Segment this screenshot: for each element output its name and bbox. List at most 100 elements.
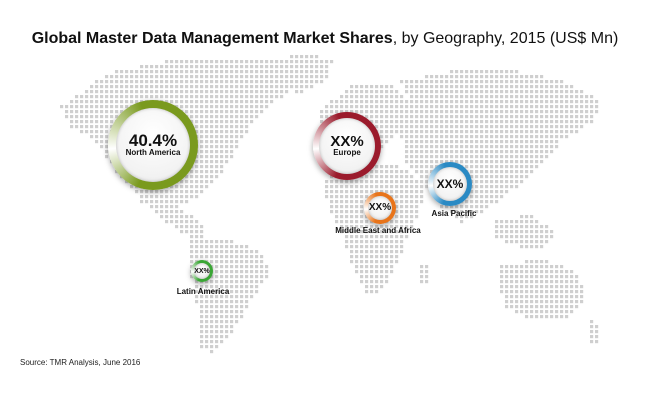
map-dot <box>110 90 114 94</box>
map-dot <box>215 315 219 319</box>
map-dot <box>355 225 359 229</box>
map-dot <box>205 60 209 64</box>
map-dot <box>220 140 224 144</box>
map-dot <box>175 215 179 219</box>
map-dot <box>135 70 139 74</box>
map-dot <box>460 130 464 134</box>
map-dot <box>470 130 474 134</box>
map-dot <box>355 180 359 184</box>
map-dot <box>530 165 534 169</box>
map-dot <box>385 120 389 124</box>
map-dot <box>270 70 274 74</box>
map-dot <box>435 140 439 144</box>
map-dot <box>220 240 224 244</box>
map-dot <box>95 110 99 114</box>
map-dot <box>535 300 539 304</box>
map-dot <box>490 150 494 154</box>
map-dot <box>535 235 539 239</box>
map-dot <box>425 265 429 269</box>
map-dot <box>270 95 274 99</box>
map-dot <box>210 130 214 134</box>
map-dot <box>320 60 324 64</box>
map-dot <box>430 165 434 169</box>
map-dot <box>520 225 524 229</box>
map-dot <box>515 230 519 234</box>
map-dot <box>540 235 544 239</box>
map-dot <box>445 205 449 209</box>
map-dot <box>80 110 84 114</box>
map-dot <box>105 80 109 84</box>
map-dot <box>365 175 369 179</box>
map-dot <box>225 275 229 279</box>
map-dot <box>485 95 489 99</box>
map-dot <box>345 215 349 219</box>
map-dot <box>385 140 389 144</box>
map-dot <box>95 90 99 94</box>
map-dot <box>495 220 499 224</box>
map-dot <box>470 75 474 79</box>
map-dot <box>560 270 564 274</box>
map-dot <box>240 125 244 129</box>
map-dot <box>525 260 529 264</box>
map-dot <box>365 190 369 194</box>
map-dot <box>180 70 184 74</box>
map-dot <box>500 230 504 234</box>
map-dot <box>495 110 499 114</box>
map-dot <box>230 115 234 119</box>
map-dot <box>135 75 139 79</box>
map-dot <box>385 240 389 244</box>
map-dot <box>480 210 484 214</box>
map-dot <box>295 70 299 74</box>
map-dot <box>195 160 199 164</box>
map-dot <box>360 215 364 219</box>
map-dot <box>290 75 294 79</box>
map-dot <box>540 280 544 284</box>
map-dot <box>240 115 244 119</box>
map-dot <box>225 65 229 69</box>
map-dot <box>520 105 524 109</box>
map-dot <box>515 235 519 239</box>
map-dot <box>415 195 419 199</box>
map-dot <box>100 125 104 129</box>
map-dot <box>225 160 229 164</box>
map-dot <box>220 155 224 159</box>
map-dot <box>550 230 554 234</box>
map-dot <box>475 195 479 199</box>
map-dot <box>190 85 194 89</box>
map-dot <box>510 150 514 154</box>
map-dot <box>220 260 224 264</box>
map-dot <box>210 165 214 169</box>
map-dot <box>510 280 514 284</box>
map-dot <box>80 105 84 109</box>
map-dot <box>200 250 204 254</box>
map-dot <box>510 95 514 99</box>
map-dot <box>595 330 599 334</box>
map-dot <box>200 75 204 79</box>
map-dot <box>520 245 524 249</box>
map-dot <box>195 230 199 234</box>
map-dot <box>425 85 429 89</box>
map-dot <box>505 120 509 124</box>
map-dot <box>340 180 344 184</box>
map-dot <box>185 90 189 94</box>
map-dot <box>190 95 194 99</box>
map-dot <box>220 145 224 149</box>
map-dot <box>530 315 534 319</box>
map-dot <box>225 300 229 304</box>
map-dot <box>520 155 524 159</box>
map-dot <box>300 70 304 74</box>
map-dot <box>205 105 209 109</box>
map-dot <box>390 180 394 184</box>
map-dot <box>130 75 134 79</box>
map-dot <box>200 340 204 344</box>
map-dot <box>160 95 164 99</box>
map-dot <box>520 270 524 274</box>
map-dot <box>410 165 414 169</box>
map-dot <box>125 75 129 79</box>
map-dot <box>525 155 529 159</box>
map-dot <box>190 255 194 259</box>
map-dot <box>590 95 594 99</box>
map-dot <box>390 260 394 264</box>
map-dot <box>280 65 284 69</box>
map-dot <box>380 190 384 194</box>
